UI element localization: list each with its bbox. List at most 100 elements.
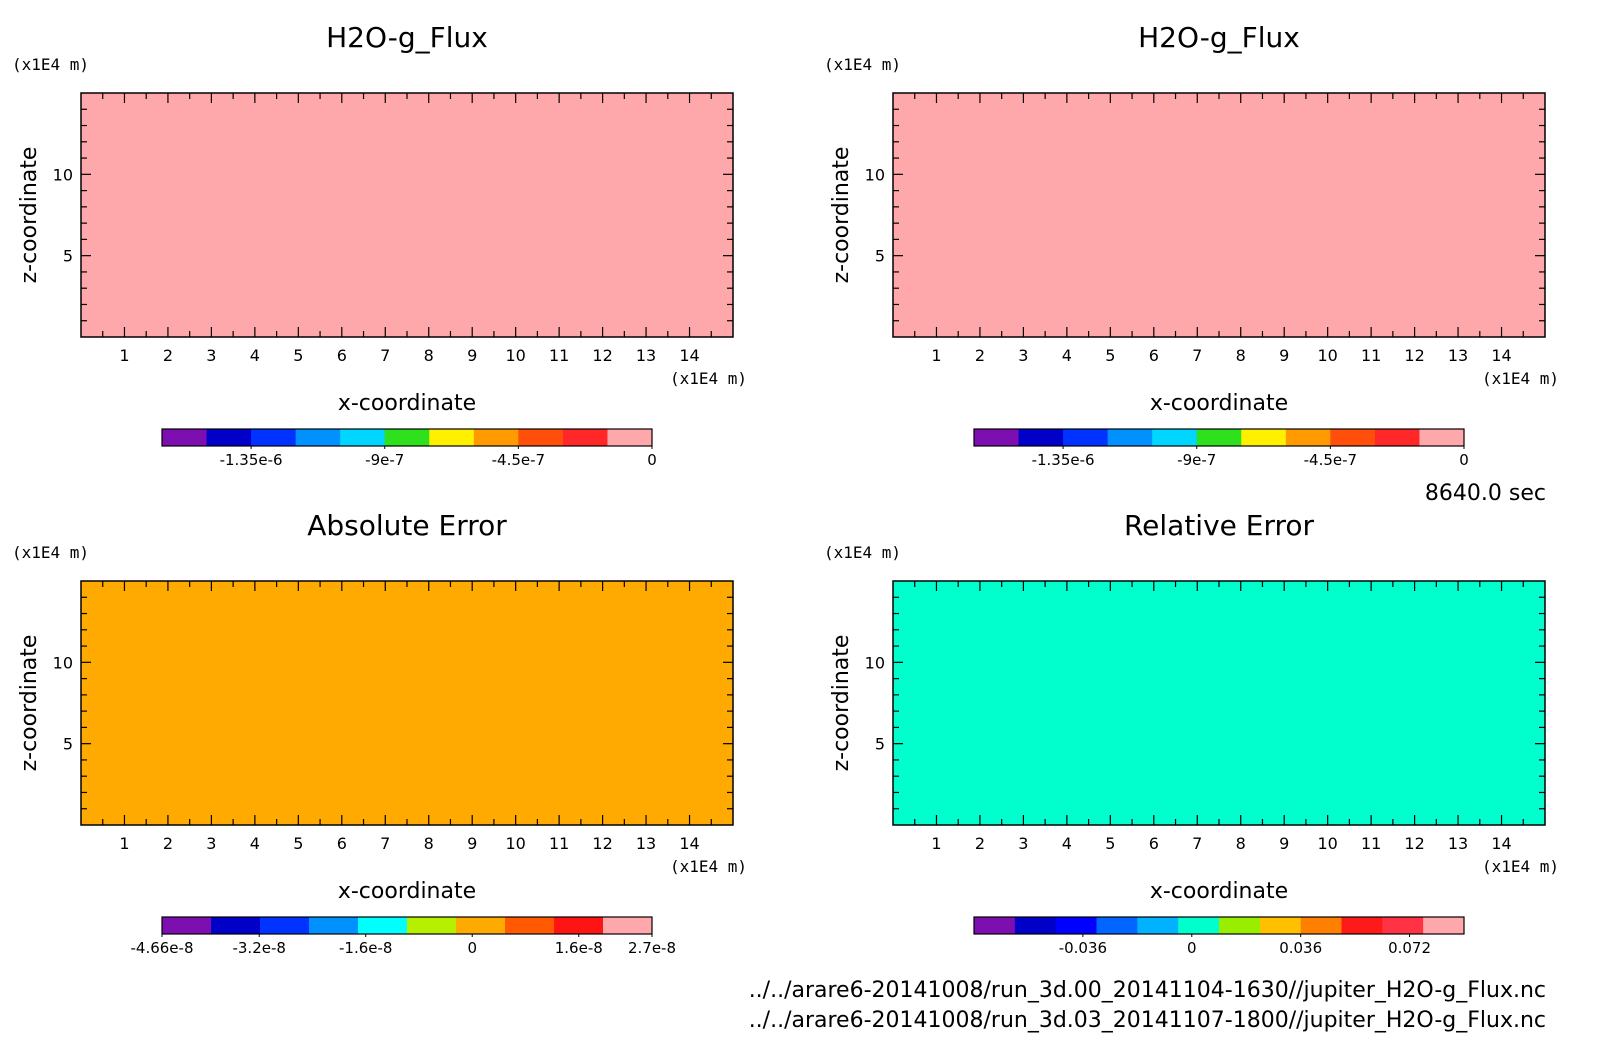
- x-tick-label: 12: [592, 346, 612, 365]
- colorbar-swatch: [1196, 429, 1242, 446]
- x-tick-label: 1: [119, 834, 129, 853]
- colorbar-swatch: [211, 917, 261, 934]
- colorbar-swatch: [607, 429, 653, 446]
- chart-panel-2: H2O-g_Flux(x1E4 m)1 2 3 4 5 6 7 8 9 10 11 12 13 14510…: [824, 21, 1559, 469]
- y-tick-label: 10: [53, 653, 73, 672]
- x-tick-label: 1: [119, 346, 129, 365]
- x-tick-label: 1: [931, 346, 941, 365]
- x-axis-label: x-coordinate: [1150, 391, 1288, 416]
- colorbar-swatch: [1152, 429, 1198, 446]
- footer-file1: ../../arare6-20141008/run_3d.00_20141104…: [749, 978, 1546, 1003]
- footer-file2: ../../arare6-20141008/run_3d.03_20141107…: [749, 1008, 1546, 1033]
- x-unit-label: (x1E4 m): [1482, 857, 1559, 876]
- x-tick-label: 13: [636, 346, 656, 365]
- x-tick-label: 11: [549, 834, 569, 853]
- time-label: 8640.0 sec: [1425, 481, 1546, 506]
- colorbar-swatch: [251, 429, 297, 446]
- x-tick-label: 7: [1192, 834, 1202, 853]
- x-tick-label: 6: [1149, 346, 1159, 365]
- colorbar-tick-label: -1.35e-6: [220, 451, 283, 469]
- colorbar-swatch: [1300, 917, 1342, 934]
- x-tick-label: 14: [679, 834, 699, 853]
- colorbar-swatch: [384, 429, 430, 446]
- x-tick-label: 9: [1279, 346, 1289, 365]
- x-tick-label: 10: [1317, 346, 1337, 365]
- x-tick-label: 2: [975, 346, 985, 365]
- colorbar-tick-label: -4.5e-7: [1304, 451, 1357, 469]
- colorbar-swatch: [518, 429, 564, 446]
- x-tick-label: 2: [975, 834, 985, 853]
- y-tick-label: 10: [53, 165, 73, 184]
- x-tick-label: 6: [337, 346, 347, 365]
- colorbar-swatch: [974, 917, 1016, 934]
- chart-title: Relative Error: [1124, 509, 1315, 542]
- field-fill: [893, 93, 1545, 337]
- y-tick-label: 10: [865, 653, 885, 672]
- x-tick-label: 6: [1149, 834, 1159, 853]
- colorbar-tick-label: 0: [1187, 939, 1197, 957]
- x-tick-label: 6: [337, 834, 347, 853]
- x-tick-label: 8: [1236, 834, 1246, 853]
- x-tick-label: 2: [163, 834, 173, 853]
- x-tick-label: 12: [1404, 346, 1424, 365]
- colorbar-swatch: [562, 429, 608, 446]
- x-tick-label: 9: [467, 346, 477, 365]
- y-axis-label: z-coordinate: [829, 147, 854, 284]
- colorbar-tick-label: -0.036: [1059, 939, 1107, 957]
- x-tick-label: 5: [1105, 346, 1115, 365]
- x-tick-label: 3: [1018, 346, 1028, 365]
- x-tick-label: 11: [549, 346, 569, 365]
- x-tick-label: 13: [1448, 346, 1468, 365]
- colorbar-swatch: [407, 917, 457, 934]
- x-tick-label: 12: [1404, 834, 1424, 853]
- colorbar-tick-label: 0: [1459, 451, 1469, 469]
- colorbar-frame: [161, 916, 653, 935]
- x-tick-label: 5: [293, 834, 303, 853]
- colorbar-swatch: [162, 429, 208, 446]
- y-axis-label: z-coordinate: [829, 635, 854, 772]
- colorbar-swatch: [1259, 917, 1302, 934]
- x-tick-label: 4: [1062, 346, 1072, 365]
- colorbar-swatch: [295, 429, 341, 446]
- colorbar-swatch: [206, 429, 252, 446]
- x-tick-label: 13: [636, 834, 656, 853]
- y-tick-label: 5: [63, 735, 73, 754]
- x-tick-label: 9: [467, 834, 477, 853]
- x-tick-label: 14: [679, 346, 699, 365]
- chart-title: H2O-g_Flux: [326, 21, 488, 54]
- colorbar-tick-label: 0.072: [1388, 939, 1431, 957]
- colorbar-swatch: [473, 429, 519, 446]
- colorbar-tick-label: -9e-7: [1177, 451, 1216, 469]
- x-tick-label: 11: [1361, 346, 1381, 365]
- x-tick-label: 10: [1317, 834, 1337, 853]
- x-tick-label: 5: [293, 346, 303, 365]
- x-unit-label: (x1E4 m): [670, 857, 747, 876]
- colorbar-swatch: [1423, 917, 1465, 934]
- field-fill: [81, 581, 733, 825]
- colorbar-swatch: [1330, 429, 1376, 446]
- x-tick-label: 14: [1491, 834, 1511, 853]
- x-tick-label: 3: [1018, 834, 1028, 853]
- colorbar-swatch: [1285, 429, 1331, 446]
- x-axis-label: x-coordinate: [338, 879, 476, 904]
- colorbar-swatch: [1219, 917, 1261, 934]
- chart-panel-4: Relative Error(x1E4 m)1 2 3 4 5 6 7 8 9 10 11 12 13 1…: [824, 509, 1559, 957]
- x-tick-label: 1: [931, 834, 941, 853]
- x-tick-label: 4: [250, 834, 260, 853]
- colorbar-tick-label: 2.7e-8: [628, 939, 676, 957]
- y-tick-label: 10: [865, 165, 885, 184]
- colorbar-frame: [161, 428, 653, 447]
- colorbar-swatch: [1341, 917, 1383, 934]
- x-tick-label: 8: [424, 834, 434, 853]
- x-tick-label: 10: [505, 834, 525, 853]
- x-tick-label: 7: [1192, 346, 1202, 365]
- colorbar-tick-label: -4.66e-8: [131, 939, 194, 957]
- colorbar-swatch: [1107, 429, 1153, 446]
- colorbar-swatch: [554, 917, 604, 934]
- y-tick-label: 5: [63, 247, 73, 266]
- y-axis-label: z-coordinate: [17, 147, 42, 284]
- x-tick-label: 9: [1279, 834, 1289, 853]
- y-tick-label: 5: [875, 735, 885, 754]
- x-axis-label: x-coordinate: [1150, 879, 1288, 904]
- field-fill: [893, 581, 1545, 825]
